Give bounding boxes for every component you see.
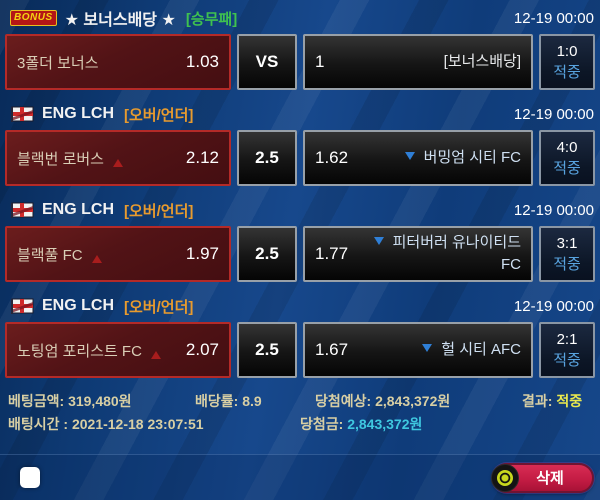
bet-row: 블랙풀 FC 1.97 2.5 1.77 피터버러 유나이티드 FC 3:1 적…: [0, 226, 600, 282]
home-pick-box: 블랙풀 FC 1.97: [5, 226, 231, 282]
section-header: ENG LCH [오버/언더] 12-19 00:00: [0, 197, 600, 223]
match-date: 12-19 00:00: [513, 201, 594, 219]
delete-button[interactable]: 삭제: [491, 462, 594, 493]
home-odds: 2.12: [185, 148, 219, 167]
section-header: ENG LCH [오버/언더] 12-19 00:00: [0, 101, 600, 127]
final-score: 3:1: [556, 234, 578, 252]
handicap-line: 2.5: [255, 148, 279, 167]
bet-row: 노팅엄 포리스트 FC 2.07 2.5 1.67 헐 시티 AFC 2:1 적…: [0, 322, 600, 378]
section-title: ★ 보너스배당 ★: [64, 12, 176, 29]
up-triangle-icon: [112, 158, 123, 167]
section-header: ENG LCH [오버/언더] 12-19 00:00: [0, 293, 600, 319]
line-box: 2.5: [237, 226, 297, 282]
bet-section-match: ENG LCH [오버/언더] 12-19 00:00 블랙풀 FC 1.97 …: [0, 197, 600, 282]
league-name: ENG LCH: [42, 297, 114, 314]
bet-section-match: ENG LCH [오버/언더] 12-19 00:00 블랙번 로버스 2.12…: [0, 101, 600, 186]
line-box: 2.5: [237, 130, 297, 186]
final-score: 4:0: [556, 138, 578, 156]
bet-row: 3폴더 보너스 1.03 VS 1 [보너스배당] 1:0 적중: [0, 34, 600, 90]
prize-amount: 당첨금: 2,843,372원: [300, 415, 423, 432]
vs-box: VS: [237, 34, 297, 90]
away-team-name: 버밍엄 시티 FC: [404, 147, 521, 169]
handicap-line: 2.5: [255, 244, 279, 263]
home-odds: 1.03: [185, 52, 219, 71]
summary-line-2: 배팅시간 : 2021-12-18 23:07:51 당첨금: 2,843,37…: [8, 412, 592, 435]
final-score: 2:1: [556, 330, 578, 348]
result-status: 적중: [553, 159, 581, 177]
score-box: 2:1 적중: [539, 322, 595, 378]
away-team-name: 피터버러 유나이티드 FC: [356, 232, 521, 276]
away-team-name: 헐 시티 AFC: [422, 339, 521, 361]
away-box: 1.77 피터버러 유나이티드 FC: [303, 226, 533, 282]
bet-result: 결과: 적중: [522, 392, 583, 409]
home-team-name: 블랙풀 FC: [17, 244, 102, 265]
score-box: 3:1 적중: [539, 226, 595, 282]
away-box: 1.62 버밍엄 시티 FC: [303, 130, 533, 186]
bet-row: 블랙번 로버스 2.12 2.5 1.62 버밍엄 시티 FC 4:0 적중: [0, 130, 600, 186]
bonus-badge: BONUS: [10, 10, 57, 26]
away-team-name: [보너스배당]: [443, 53, 521, 71]
away-box: 1.67 헐 시티 AFC: [303, 322, 533, 378]
bet-section-bonus: BONUS ★ 보너스배당 ★ [승무패] 12-19 00:00 3폴더 보너…: [0, 5, 600, 90]
match-date: 12-19 00:00: [513, 297, 594, 315]
down-triangle-icon: [404, 152, 415, 161]
bet-section-match: ENG LCH [오버/언더] 12-19 00:00 노팅엄 포리스트 FC …: [0, 293, 600, 378]
home-pick-box: 블랙번 로버스 2.12: [5, 130, 231, 186]
home-pick-box: 노팅엄 포리스트 FC 2.07: [5, 322, 231, 378]
summary-line-1: 베팅금액: 319,480원 배당률: 8.9 당첨예상: 2,843,372원…: [8, 389, 592, 412]
vs-label: VS: [255, 52, 279, 71]
home-odds: 2.07: [185, 340, 219, 359]
away-odds: 1.62: [315, 148, 349, 167]
england-flag-icon: [10, 298, 34, 315]
bet-time: 배팅시간 : 2021-12-18 23:07:51: [8, 415, 204, 432]
delete-label: 삭제: [536, 470, 564, 487]
result-status: 적중: [553, 255, 581, 273]
away-odds: 1: [315, 52, 325, 71]
match-date: 12-19 00:00: [513, 105, 594, 123]
final-score: 1:0: [556, 42, 578, 60]
market-tag: [오버/언더]: [124, 202, 194, 220]
bet-amount: 베팅금액: 319,480원: [8, 392, 132, 409]
line-box: 2.5: [237, 322, 297, 378]
away-box: 1 [보너스배당]: [303, 34, 533, 90]
away-odds: 1.67: [315, 340, 349, 359]
market-tag: [오버/언더]: [124, 106, 194, 124]
target-icon: [491, 463, 519, 492]
bet-summary: 베팅금액: 319,480원 배당률: 8.9 당첨예상: 2,843,372원…: [0, 389, 600, 435]
total-odds: 배당률: 8.9: [195, 392, 262, 409]
market-tag: [승무패]: [185, 10, 238, 28]
league-name: ENG LCH: [42, 105, 114, 122]
result-status: 적중: [553, 63, 581, 81]
home-team-name: 3폴더 보너스: [17, 54, 99, 72]
section-header: BONUS ★ 보너스배당 ★ [승무패] 12-19 00:00: [0, 5, 600, 31]
england-flag-icon: [10, 106, 34, 123]
footer-bar: 삭제: [0, 454, 600, 500]
match-date: 12-19 00:00: [513, 9, 594, 27]
home-team-name: 블랙번 로버스: [17, 148, 123, 169]
england-flag-icon: [10, 202, 34, 219]
down-triangle-icon: [373, 237, 384, 246]
score-box: 1:0 적중: [539, 34, 595, 90]
handicap-line: 2.5: [255, 340, 279, 359]
result-status: 적중: [553, 351, 581, 369]
home-team-name: 노팅엄 포리스트 FC: [17, 340, 161, 361]
home-odds: 1.97: [185, 244, 219, 263]
league-name: ENG LCH: [42, 201, 114, 218]
select-checkbox[interactable]: [20, 467, 40, 488]
score-box: 4:0 적중: [539, 130, 595, 186]
away-odds: 1.77: [315, 244, 349, 263]
down-triangle-icon: [422, 344, 433, 353]
expected-prize: 당첨예상: 2,843,372원: [315, 392, 451, 409]
up-triangle-icon: [91, 254, 102, 263]
market-tag: [오버/언더]: [124, 298, 194, 316]
home-pick-box: 3폴더 보너스 1.03: [5, 34, 231, 90]
up-triangle-icon: [150, 350, 161, 359]
